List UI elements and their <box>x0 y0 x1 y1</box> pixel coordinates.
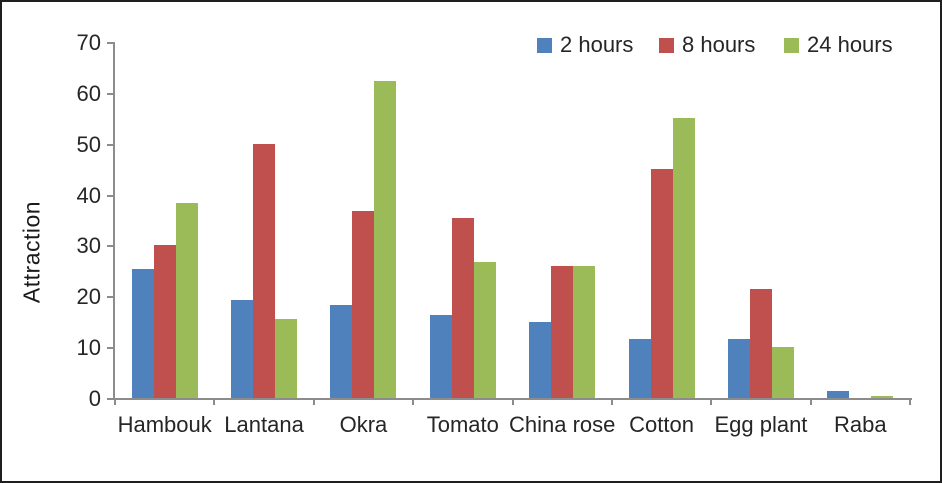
legend-swatch-icon <box>784 37 799 53</box>
bar-24-hours-Hambouk <box>175 202 198 398</box>
bar-2-hours-Cotton <box>628 339 651 398</box>
x-axis-line <box>108 398 912 400</box>
x-axis-tick <box>809 398 812 405</box>
bar-2-hours-Okra <box>330 304 353 398</box>
bar-8-hours-Cotton <box>650 169 673 398</box>
y-axis-tick <box>107 143 113 146</box>
x-axis-tick <box>114 398 116 405</box>
y-axis-tick <box>107 347 113 350</box>
bar-8-hours-Lantana <box>253 143 276 398</box>
legend-swatch-icon <box>537 37 552 53</box>
x-category-label: Tomato <box>426 412 499 437</box>
legend-item-24-hours: 24 hours <box>784 32 893 58</box>
bar-24-hours-Raba <box>871 395 894 398</box>
y-tick-label: 10 <box>76 335 101 361</box>
bar-2-hours-China-rose <box>529 322 552 398</box>
bar-24-hours-Okra <box>374 81 397 398</box>
x-axis-tick <box>909 398 911 405</box>
y-axis-tick <box>107 398 113 400</box>
y-axis-tick <box>107 194 113 197</box>
x-category-label: Cotton <box>629 412 694 437</box>
y-tick-label: 20 <box>76 284 101 310</box>
y-axis-tick <box>107 245 113 248</box>
x-category-label: Lantana <box>224 412 304 437</box>
bar-24-hours-Egg-plant <box>771 347 794 398</box>
y-axis-tick <box>107 296 113 299</box>
legend-label: 8 hours <box>682 32 756 57</box>
y-tick-label: 70 <box>76 30 101 55</box>
bar-24-hours-China-rose <box>573 265 596 398</box>
legend-swatch-icon <box>659 37 674 53</box>
x-category-label: Raba <box>834 412 887 437</box>
bar-2-hours-Hambouk <box>131 269 154 398</box>
y-tick-label: 0 <box>88 386 101 411</box>
y-tick-label: 50 <box>76 131 101 157</box>
x-category-label: Hambouk <box>117 412 212 437</box>
x-axis-tick <box>412 398 415 405</box>
bar-8-hours-China-rose <box>551 265 574 398</box>
x-category-label: China rose <box>508 412 616 437</box>
bar-2-hours-Tomato <box>429 315 452 398</box>
legend-label: 24 hours <box>807 32 893 57</box>
legend-item-2-hours: 2 hours <box>537 32 633 58</box>
x-axis-tick <box>710 398 713 405</box>
x-category-label: Okra <box>339 412 388 437</box>
x-axis-tick <box>213 398 216 405</box>
bar-8-hours-Okra <box>352 211 375 398</box>
y-tick-label: 60 <box>76 80 101 106</box>
x-axis-tick <box>312 398 315 405</box>
legend-item-8-hours: 8 hours <box>659 32 755 58</box>
bar-8-hours-Hambouk <box>153 245 176 398</box>
bar-24-hours-Lantana <box>275 319 298 398</box>
bar-2-hours-Lantana <box>231 299 254 398</box>
x-category-label: Egg plant <box>714 412 808 437</box>
x-axis-tick <box>511 398 514 405</box>
bar-24-hours-Tomato <box>473 262 496 398</box>
y-tick-label: 40 <box>76 182 101 208</box>
y-tick-label: 30 <box>76 233 101 259</box>
y-axis-line <box>113 42 115 400</box>
bar-2-hours-Raba <box>827 391 850 398</box>
x-axis-tick <box>610 398 613 405</box>
y-axis-tick <box>107 92 113 95</box>
bar-2-hours-Egg-plant <box>727 339 750 398</box>
bar-24-hours-Cotton <box>672 118 695 398</box>
y-axis-tick <box>107 42 113 44</box>
bar-8-hours-Egg-plant <box>749 289 772 398</box>
bar-8-hours-Tomato <box>451 217 474 398</box>
y-axis-title: Attraction <box>18 200 45 304</box>
legend-label: 2 hours <box>560 32 634 57</box>
